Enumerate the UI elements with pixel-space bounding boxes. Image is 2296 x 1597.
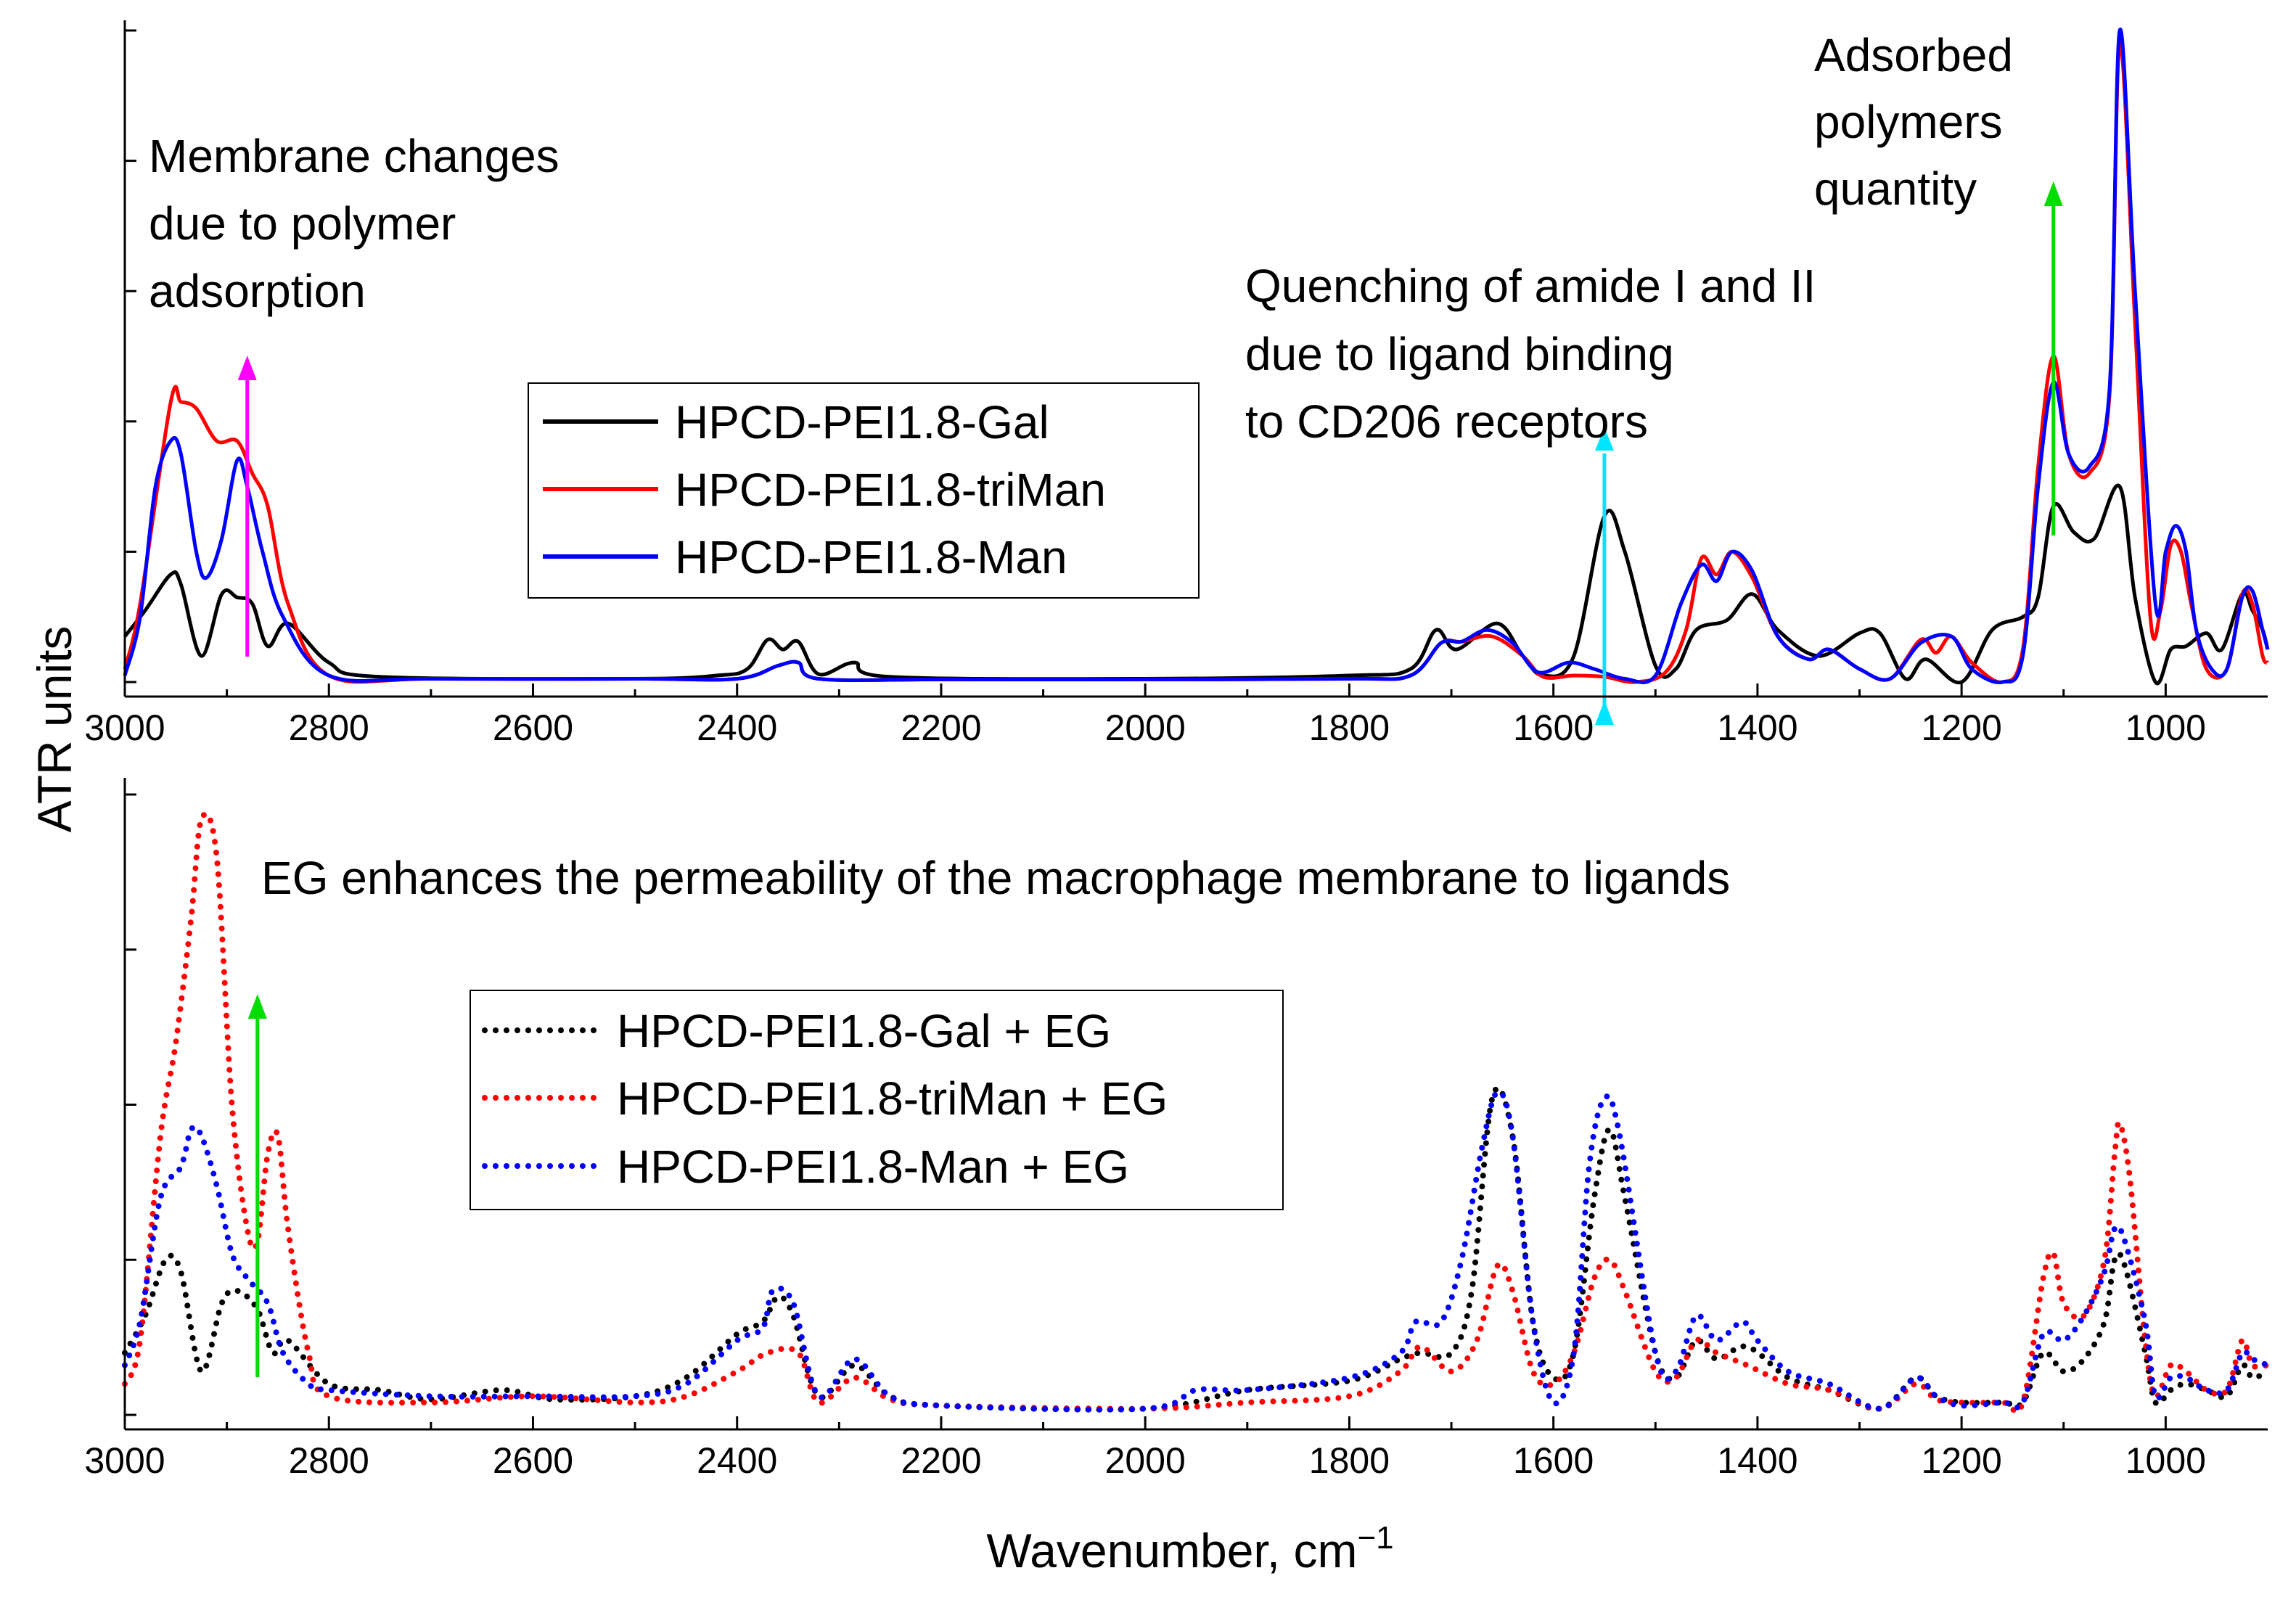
top-annotation-arrows: [237, 181, 2063, 725]
bottom-x-tick-label: 2400: [697, 1440, 777, 1481]
bottom-x-tick-label: 2200: [901, 1440, 981, 1481]
y-axis-title: ATR units: [28, 626, 81, 833]
bottom-legend-box: [470, 990, 1284, 1210]
legend-label-man-eg: HPCD-PEI1.8-Man + EG: [617, 1141, 1129, 1193]
bottom-annotation-arrows: [247, 994, 267, 1377]
bottom-arrow-head-1: [247, 994, 267, 1019]
legend-label-triman-eg: HPCD-PEI1.8-triMan + EG: [617, 1072, 1168, 1125]
annotation-adsorbed-line-2: polymers: [1814, 96, 2003, 148]
annotation-amide-line-1: Quenching of amide I and II: [1245, 260, 1816, 312]
top-arrow-2: [1594, 427, 1614, 725]
top-x-tick-label: 1800: [1309, 707, 1390, 748]
top-series-line-3: [123, 28, 2270, 685]
annotation-amide-quenching: Quenching of amide I and II due to ligan…: [1245, 260, 1829, 448]
bottom-legend: HPCD-PEI1.8-Gal + EG HPCD-PEI1.8-triMan …: [470, 990, 1284, 1210]
top-arrow-3: [2043, 181, 2063, 535]
annotation-adsorbed-line-3: quantity: [1814, 163, 1977, 215]
bottom-x-tick-label: 1400: [1717, 1440, 1797, 1481]
annotation-adsorbed-line-1: Adsorbed: [1814, 29, 2013, 81]
bottom-arrow-1: [247, 994, 267, 1377]
top-x-tick-label: 2000: [1105, 707, 1186, 748]
top-x-tick-label: 1200: [1922, 707, 2002, 748]
top-x-tick-label: 2800: [289, 707, 369, 748]
annotation-membrane-line-3: adsorption: [149, 265, 366, 317]
top-arrow-head-top-2: [1594, 427, 1614, 451]
top-series-lines: [123, 28, 2270, 686]
bottom-series-lines: [122, 810, 2271, 1415]
annotation-amide-line-3: to CD206 receptors: [1245, 395, 1648, 448]
top-x-tick-label: 2400: [697, 707, 777, 748]
legend-label-gal: HPCD-PEI1.8-Gal: [675, 396, 1049, 448]
bottom-x-tick-label: 3000: [84, 1440, 165, 1481]
annotation-adsorbed: Adsorbed polymers quantity: [1814, 29, 2026, 215]
top-x-tick-label: 1600: [1513, 707, 1594, 748]
top-panel: Membrane changes due to polymer adsorpti…: [84, 20, 2270, 748]
legend-label-triman: HPCD-PEI1.8-triMan: [675, 464, 1106, 516]
top-series-line-1: [123, 483, 2270, 686]
top-x-tick-label: 1000: [2125, 707, 2206, 748]
legend-label-man: HPCD-PEI1.8-Man: [675, 531, 1067, 583]
top-x-tick-label: 1400: [1717, 707, 1797, 748]
bottom-x-tick-label: 1600: [1513, 1440, 1594, 1481]
legend-label-gal-eg: HPCD-PEI1.8-Gal + EG: [617, 1005, 1111, 1057]
top-x-tick-label: 2200: [901, 707, 981, 748]
top-x-tick-label: 3000: [84, 707, 165, 748]
bottom-series-line-3: [122, 1089, 2271, 1413]
bottom-x-tick-label: 1000: [2125, 1440, 2206, 1481]
top-arrow-head-1: [237, 356, 257, 380]
bottom-x-tick-label: 2600: [493, 1440, 573, 1481]
x-axis-title-text: Wavenumber, cm: [986, 1524, 1357, 1577]
top-arrow-1: [237, 356, 257, 657]
bottom-x-tick-label: 1800: [1309, 1440, 1390, 1481]
top-arrow-head-2: [1594, 700, 1614, 725]
bottom-axes: 3000 2800 2600 2400 2200 2000 1800 1600 1400 1200…: [84, 778, 2268, 1481]
bottom-x-tick-label: 2000: [1105, 1440, 1186, 1481]
top-arrow-head-3: [2043, 181, 2063, 206]
top-x-tick-label: 2600: [493, 707, 573, 748]
bottom-x-tick-label: 1200: [1922, 1440, 2002, 1481]
annotation-eg-permeability: EG enhances the permeability of the macr…: [261, 852, 1730, 904]
annotation-membrane-line-2: due to polymer: [149, 197, 456, 250]
bottom-panel: EG enhances the permeability of the macr…: [84, 778, 2271, 1481]
annotation-membrane: Membrane changes due to polymer adsorpti…: [149, 130, 572, 317]
bottom-x-tick-label: 2800: [289, 1440, 369, 1481]
bottom-series-line-2: [122, 810, 2271, 1415]
annotation-amide-line-2: due to ligand binding: [1245, 328, 1674, 380]
top-annotations: Membrane changes due to polymer adsorpti…: [149, 29, 2026, 448]
top-legend: HPCD-PEI1.8-Gal HPCD-PEI1.8-triMan HPCD-…: [528, 382, 1200, 599]
top-axes: 3000 2800 2600 2400 2200 2000 1800 1600 1400 1200…: [84, 20, 2268, 748]
x-axis-title-superscript: −1: [1357, 1520, 1393, 1556]
annotation-membrane-line-1: Membrane changes: [149, 130, 559, 182]
x-axis-title: Wavenumber, cm−1: [986, 1520, 1393, 1577]
